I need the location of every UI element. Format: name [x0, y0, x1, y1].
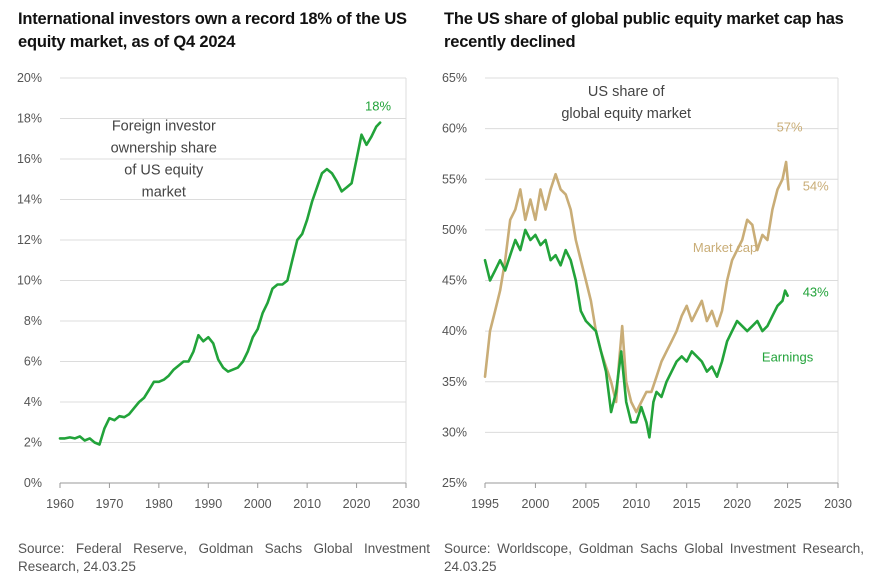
series-line	[483, 160, 790, 414]
y-tick-label: 20%	[17, 71, 42, 85]
x-tick-label: 1980	[145, 497, 173, 511]
series-name-label: Market cap	[693, 240, 757, 255]
chart-annotation: US share of	[588, 84, 666, 100]
x-tick-label: 1960	[46, 497, 74, 511]
y-tick-label: 14%	[17, 193, 42, 207]
x-tick-label: 1995	[471, 497, 499, 511]
x-tick-label: 2000	[244, 497, 272, 511]
x-tick-label: 1990	[194, 497, 222, 511]
foreign-ownership-chart: 0% 2% 4% 6% 8% 10% 12% 14% 16% 18% 20% 1960 1970 1980…	[17, 71, 420, 511]
end-value-label: 18%	[365, 99, 391, 114]
y-tick-label: 6%	[24, 355, 42, 369]
us-share-chart: 25% 30% 35% 40% 45% 50% 55% 60% 65% 1995 2000 2005 2…	[442, 71, 852, 511]
x-tick-label: 2020	[343, 497, 371, 511]
series-name-label: Earnings	[762, 350, 814, 365]
chart-annotation: global equity market	[561, 106, 691, 122]
panel-foreign-ownership: International investors own a record 18%…	[17, 10, 430, 574]
y-tick-label: 12%	[17, 233, 42, 247]
y-tick-label: 18%	[17, 112, 42, 126]
y-tick-label: 2%	[24, 436, 42, 450]
x-tick-label: 2030	[392, 497, 420, 511]
y-tick-label: 50%	[442, 223, 467, 237]
chart-title: International investors own a record 18%…	[18, 10, 407, 51]
chart-annotation: market	[142, 185, 186, 201]
y-tick-label: 0%	[24, 476, 42, 490]
y-tick-label: 65%	[442, 71, 467, 85]
y-tick-label: 60%	[442, 122, 467, 136]
y-tick-label: 4%	[24, 395, 42, 409]
y-tick-label: 40%	[442, 324, 467, 338]
y-tick-label: 10%	[17, 274, 42, 288]
panel-us-share: The US share of global public equity mar…	[440, 0, 879, 585]
x-tick-label: 2030	[824, 497, 852, 511]
x-tick-label: 2010	[293, 497, 321, 511]
chart-annotation: Foreign investor	[112, 119, 216, 135]
chart-annotation: of US equity	[124, 163, 204, 179]
x-tick-label: 2000	[522, 497, 550, 511]
y-tick-label: 8%	[24, 314, 42, 328]
chart-title: The US share of global public equity mar…	[444, 10, 844, 51]
x-tick-label: 2015	[673, 497, 701, 511]
y-tick-label: 30%	[442, 425, 467, 439]
x-tick-label: 2020	[723, 497, 751, 511]
end-value-label: 43%	[803, 285, 829, 300]
x-tick-label: 2010	[622, 497, 650, 511]
x-tick-label: 2005	[572, 497, 600, 511]
y-tick-label: 55%	[442, 172, 467, 186]
chart-annotation: ownership share	[111, 141, 217, 157]
series-line	[58, 121, 382, 446]
y-tick-label: 45%	[442, 274, 467, 288]
source-note: Source: Federal Reserve, Goldman Sachs G…	[18, 541, 430, 574]
y-tick-label: 35%	[442, 375, 467, 389]
y-tick-label: 25%	[442, 476, 467, 490]
y-tick-label: 16%	[17, 152, 42, 166]
x-tick-label: 2025	[774, 497, 802, 511]
source-note: Source: Worldscope, Goldman Sachs Global…	[444, 541, 864, 574]
peak-value-label: 57%	[777, 120, 803, 135]
series-line	[483, 228, 789, 439]
end-value-label: 54%	[803, 178, 829, 193]
x-tick-label: 1970	[96, 497, 124, 511]
